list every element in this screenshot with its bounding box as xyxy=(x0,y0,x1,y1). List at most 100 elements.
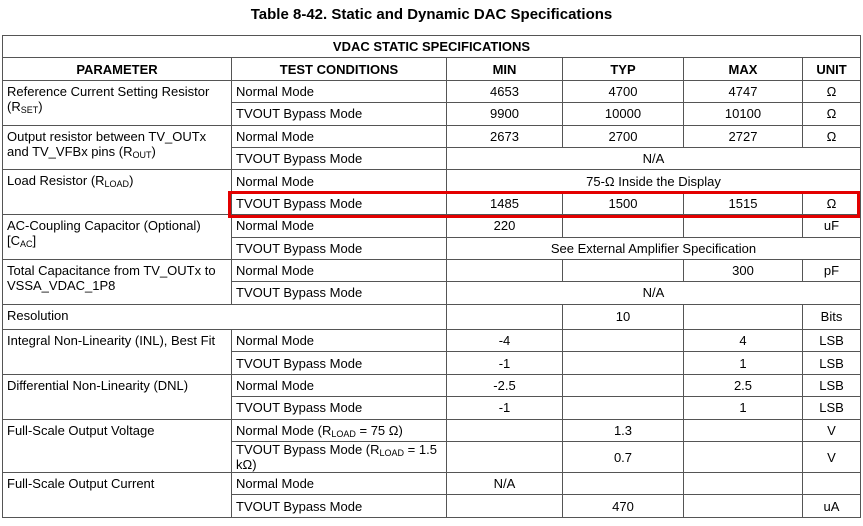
unit-cell: V xyxy=(801,418,862,443)
max-cell xyxy=(683,303,803,331)
unit-cell: uF xyxy=(801,214,862,238)
subscript: SET xyxy=(20,104,39,115)
unit-cell: LSB xyxy=(801,351,862,375)
text: Output resistor between TV_OUTx and TV_V… xyxy=(7,128,207,159)
test-condition-cell: Normal Mode xyxy=(231,214,447,238)
column-header: TEST CONDITIONS xyxy=(231,57,447,81)
text: Normal Mode xyxy=(236,83,315,99)
text: Load Resistor (R xyxy=(7,173,105,189)
text: Normal Mode xyxy=(236,476,315,492)
text: Normal Mode xyxy=(236,218,315,234)
row: TVOUT Bypass Mode See External Amplifier … xyxy=(3,236,862,260)
max-cell: 10100 xyxy=(683,102,803,126)
text: ] xyxy=(32,233,37,249)
unit-cell: LSB xyxy=(801,373,862,398)
max-cell xyxy=(683,441,803,474)
row: Total Capacitance from TV_OUTx to VSSA_V… xyxy=(2,258,862,305)
table-title: Table 8-42. Static and Dynamic DAC Speci… xyxy=(250,6,613,23)
typ-cell xyxy=(562,214,684,238)
text: ) xyxy=(151,143,156,159)
typ-cell xyxy=(562,472,684,496)
max-cell xyxy=(683,418,803,443)
text: Total Capacitance from TV_OUTx to VSSA_V… xyxy=(7,262,216,293)
text: Reference Current Setting Resistor (R xyxy=(7,83,210,114)
test-condition-cell: TVOUT Bypass Mode xyxy=(231,236,447,260)
test-condition-cell: TVOUT Bypass Mode (RLOAD = 1.5 kΩ) xyxy=(231,441,447,474)
parameter-cell: AC-Coupling Capacitor (Optional) [CAC] xyxy=(2,214,232,260)
max-cell: 2727 xyxy=(683,124,803,148)
test-condition-cell: TVOUT Bypass Mode xyxy=(231,102,447,126)
min-cell: -1 xyxy=(446,396,563,420)
min-cell xyxy=(446,258,563,283)
subscript: LOAD xyxy=(104,179,130,190)
max-cell: 1 xyxy=(683,351,803,375)
test-condition-cell: Normal Mode xyxy=(231,169,447,193)
text: TVOUT Bypass Mode xyxy=(236,400,363,416)
parameter-cell: Reference Current Setting Resistor (RSET… xyxy=(2,79,232,126)
test-condition-cell: TVOUT Bypass Mode xyxy=(231,351,447,375)
text: = 1.5 kΩ) xyxy=(236,442,437,473)
text: Differential Non-Linearity (DNL) xyxy=(7,377,189,393)
parameter-cell: Integral Non-Linearity (INL), Best Fit xyxy=(2,329,232,375)
max-cell: 2.5 xyxy=(683,373,803,398)
typ-cell: 470 xyxy=(562,494,684,518)
typ-cell xyxy=(562,329,684,353)
header-row: PARAMETER TEST CONDITIONS MIN TYP MAX UNIT xyxy=(2,57,862,81)
typ-cell xyxy=(562,373,684,398)
row: Differential Non-Linearity (DNL) Normal M… xyxy=(2,373,862,420)
row: TVOUT Bypass Mode N/A xyxy=(3,281,862,305)
min-cell: 4653 xyxy=(446,79,563,104)
test-condition-cell: TVOUT Bypass Mode xyxy=(231,191,447,216)
unit-cell xyxy=(801,472,862,496)
test-condition-cell: TVOUT Bypass Mode xyxy=(231,146,447,171)
test-condition-cell: Normal Mode xyxy=(231,258,447,283)
row: Integral Non-Linearity (INL), Best Fit No… xyxy=(2,329,862,375)
max-cell: 300 xyxy=(683,258,803,283)
column-header: MAX xyxy=(683,57,803,81)
test-condition-cell: Normal Mode (RLOAD = 75 Ω) xyxy=(231,418,447,443)
subscript: AC xyxy=(20,239,33,250)
test-condition-cell: Normal Mode xyxy=(231,472,447,496)
text: Full-Scale Output Voltage xyxy=(7,422,155,438)
test-condition-cell: Normal Mode xyxy=(231,373,447,398)
text: Normal Mode xyxy=(236,263,315,279)
text: Normal Mode xyxy=(236,333,315,349)
text: TVOUT Bypass Mode xyxy=(236,240,363,256)
typ-cell: 4700 xyxy=(562,79,684,104)
text: = 75 Ω) xyxy=(355,422,403,438)
unit-cell: Ω xyxy=(801,79,862,104)
section-header: VDAC STATIC SPECIFICATIONS xyxy=(1,34,862,59)
column-header: TYP xyxy=(562,57,684,81)
row: Load Resistor (RLOAD) Normal Mode 75-Ω Ins… xyxy=(2,169,862,216)
text: AC-Coupling Capacitor (Optional) [C xyxy=(7,218,201,249)
max-cell: 4 xyxy=(683,329,803,353)
parameter-cell: Total Capacitance from TV_OUTx to VSSA_V… xyxy=(2,258,232,305)
max-cell xyxy=(683,472,803,496)
row: TVOUT Bypass Mode (RLOAD = 1.5 kΩ) 0.7 V xyxy=(3,441,862,474)
row: TVOUT Bypass Mode -1 1 LSB xyxy=(3,396,862,420)
test-condition-cell: TVOUT Bypass Mode xyxy=(231,281,447,305)
text: ) xyxy=(38,98,43,114)
text: TVOUT Bypass Mode xyxy=(236,106,363,122)
max-cell: 1515 xyxy=(683,191,803,216)
typ-cell: 10000 xyxy=(562,102,684,126)
text: ) xyxy=(129,173,134,189)
text: TVOUT Bypass Mode xyxy=(236,195,363,211)
row: Output resistor between TV_OUTx and TV_V… xyxy=(2,124,862,171)
min-cell: -2.5 xyxy=(446,373,563,398)
min-cell: 1485 xyxy=(446,191,563,216)
row: TVOUT Bypass Mode 470 uA xyxy=(3,494,862,518)
parameter-cell: Resolution xyxy=(2,303,447,331)
column-header: MIN xyxy=(446,57,563,81)
column-header: UNIT xyxy=(801,57,862,81)
row: TVOUT Bypass Mode -1 1 LSB xyxy=(3,351,862,375)
parameter-cell: Full-Scale Output Voltage xyxy=(2,418,232,474)
typ-cell xyxy=(562,351,684,375)
unit-cell: V xyxy=(801,441,862,474)
merged-value-cell: See External Amplifier Specification xyxy=(445,236,862,260)
text: Normal Mode xyxy=(236,128,315,144)
row: Full-Scale Output Current Normal Mode N/A xyxy=(2,472,862,518)
min-cell: -4 xyxy=(446,329,563,353)
row: Reference Current Setting Resistor (RSET… xyxy=(2,79,862,126)
typ-cell xyxy=(562,396,684,420)
